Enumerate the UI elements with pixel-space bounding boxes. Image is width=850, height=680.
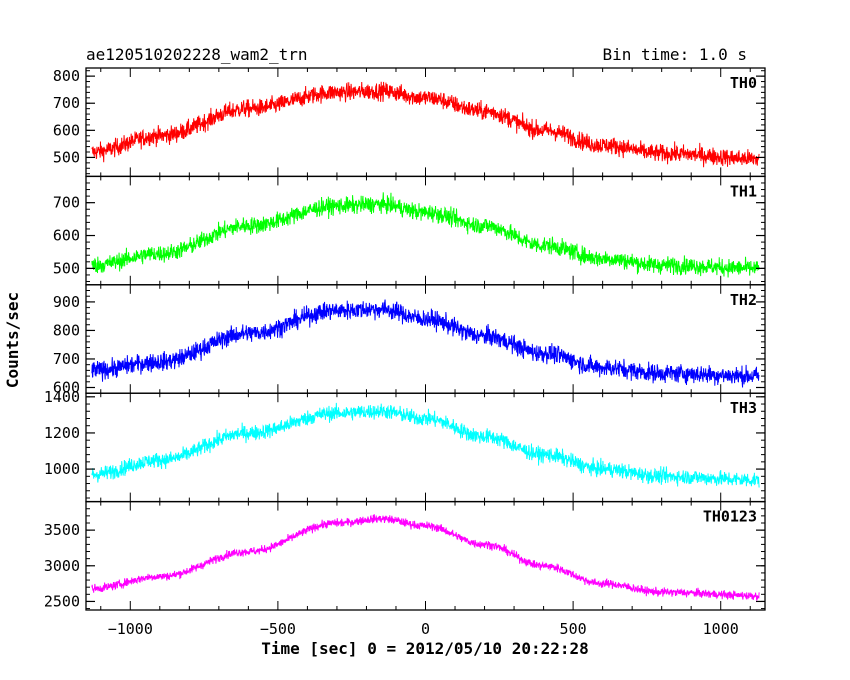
series-line-th2	[91, 299, 760, 388]
x-axis-label: Time [sec] 0 = 2012/05/10 20:22:28	[261, 639, 589, 658]
x-tick-label: 500	[560, 620, 587, 638]
y-tick-label: 800	[53, 321, 80, 339]
y-tick-label: 3000	[44, 557, 80, 575]
y-tick-label: 700	[53, 94, 80, 112]
y-tick-label: 800	[53, 67, 80, 85]
panel-th0: 500 600 700 800 TH0	[53, 67, 766, 178]
x-tick-label: 0	[421, 620, 430, 638]
panel-frame	[85, 175, 766, 286]
y-tick-label: 900	[53, 293, 80, 311]
panel-label: TH1	[730, 182, 757, 200]
x-tick-label: −500	[260, 620, 296, 638]
y-axis-label: Counts/sec	[3, 292, 22, 388]
x-axis: −1000 −500 0 500 1000	[108, 620, 739, 638]
series-line-th0123	[91, 514, 760, 601]
panel-th0123: 2500 3000 3500 TH0123	[44, 500, 766, 611]
y-tick-label: 600	[53, 227, 80, 245]
y-tick-label: 1400	[44, 388, 80, 406]
y-tick-label: 2500	[44, 592, 80, 610]
y-tick-label: 700	[53, 350, 80, 368]
x-tick-label: 1000	[703, 620, 739, 638]
y-tick-label: 1200	[44, 424, 80, 442]
panel-label: TH2	[730, 291, 757, 309]
panel-label: TH3	[730, 399, 757, 417]
y-tick-label: 1000	[44, 460, 80, 478]
y-tick-label: 500	[53, 259, 80, 277]
y-tick-label: 700	[53, 194, 80, 212]
y-tick-label: 600	[53, 378, 80, 396]
series-line-th3	[91, 402, 760, 488]
panel-th1: 500 600 700 TH1	[53, 175, 766, 286]
chart-title: ae120510202228_wam2_trn	[86, 45, 308, 64]
panel-th2: 600 700 800 900 TH2	[53, 284, 766, 396]
x-tick-label: −1000	[108, 620, 153, 638]
panel-label: TH0	[730, 74, 757, 92]
y-tick-label: 500	[53, 148, 80, 166]
panel-frame	[85, 392, 766, 503]
panels-group: 500 600 700 800 TH0 500 600 700 TH1 600 700 800 900 T…	[44, 67, 766, 611]
panel-th3: 1000 1200 1400 TH3	[44, 388, 766, 503]
y-tick-label: 3500	[44, 521, 80, 539]
panel-label: TH0123	[703, 508, 757, 526]
series-line-th0	[91, 81, 760, 168]
series-line-th1	[91, 192, 760, 278]
y-tick-label: 600	[53, 121, 80, 139]
bin-time-label: Bin time: 1.0 s	[603, 45, 748, 64]
